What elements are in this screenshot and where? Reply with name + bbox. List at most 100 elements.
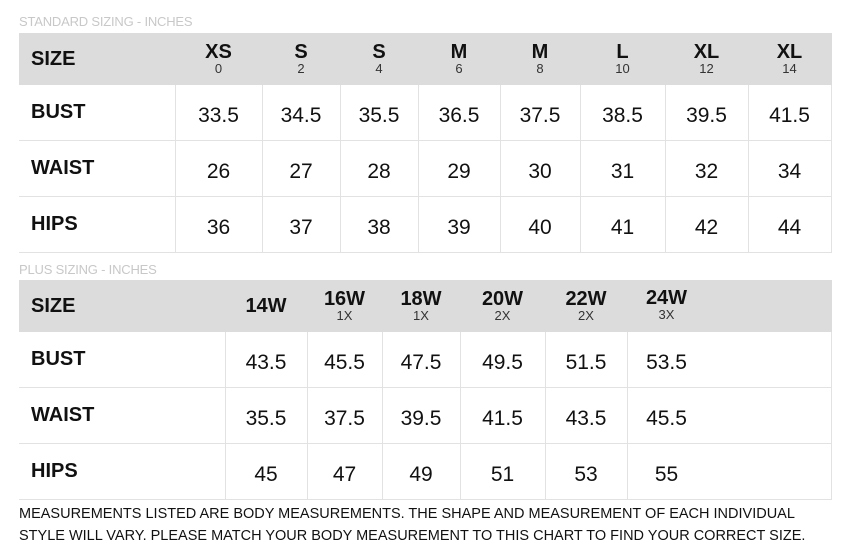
size-number: 14 <box>782 61 797 76</box>
size-number: 6 <box>455 61 463 76</box>
plus-caption: PLUS SIZING - INCHES <box>19 262 157 277</box>
measurement-value: 45 <box>254 462 278 486</box>
measurement-cell: 32 <box>664 140 749 197</box>
row-label: HIPS <box>19 443 225 500</box>
measurement-cell: 51 <box>459 443 546 500</box>
measurement-value: 36 <box>206 215 231 239</box>
plus-size-table: SIZE 14W 16W 1X 18W 1X 20W 2X 22W 2X 24W 3X BUST 43.5… <box>19 280 832 500</box>
size-number: 10 <box>615 61 630 76</box>
size-header-content: 18W 1X <box>383 289 460 323</box>
size-header-content: XS 0 <box>176 42 262 76</box>
measurement-value: 26 <box>206 159 231 183</box>
size-number: 2X <box>494 308 511 323</box>
size-header-content: XL 12 <box>666 42 748 76</box>
measurement-value: 39.5 <box>400 406 442 430</box>
size-number: 2 <box>297 61 305 76</box>
measurement-cell: 37.5 <box>306 387 383 444</box>
size-number: 4 <box>375 61 383 76</box>
measurement-value: 41.5 <box>482 406 523 430</box>
measurement-cell: 41.5 <box>459 387 546 444</box>
header-label: SIZE <box>19 33 175 85</box>
measurement-cell: 45 <box>224 443 308 500</box>
measurement-value: 41 <box>610 215 635 239</box>
header-label: SIZE <box>19 280 225 332</box>
size-header: 18W 1X <box>381 280 461 332</box>
measurement-value: 27 <box>289 159 313 183</box>
size-header: XL 14 <box>747 33 832 85</box>
measurement-cell: 36 <box>174 196 263 253</box>
measurement-value: 43.5 <box>565 406 607 430</box>
row-label: HIPS <box>19 196 175 253</box>
size-name: XL <box>776 41 803 63</box>
size-header: 14W <box>224 280 308 332</box>
size-header-content: XL 14 <box>749 42 831 76</box>
standard-size-table: SIZE XS 0 S 2 S 4 M 6 M 8 L 10 XL 12 XL 14 BUST 33.5 34.5 35… <box>19 33 832 253</box>
measurement-cell: 47 <box>306 443 383 500</box>
measurement-value: 30 <box>528 159 552 183</box>
measurement-value: 47.5 <box>400 350 442 374</box>
size-name: 20W <box>481 288 524 310</box>
measurement-value: 41.5 <box>769 103 810 127</box>
size-number: 1X <box>413 308 429 323</box>
measurement-cell: 43.5 <box>224 331 308 388</box>
measurement-value: 55 <box>654 462 679 486</box>
measurement-value: 35.5 <box>358 103 400 127</box>
size-name: 18W <box>400 288 442 310</box>
measurement-cell: 34 <box>747 140 832 197</box>
measurement-cell: 40 <box>499 196 581 253</box>
table-row: WAIST 26 27 28 29 30 31 32 34 <box>19 140 832 197</box>
measurement-value: 36.5 <box>438 103 480 127</box>
size-header-content: 24W 3X <box>628 288 706 322</box>
size-header-content: L 10 <box>581 42 665 76</box>
size-header-content: 16W 1X <box>308 289 382 323</box>
size-header: 20W 2X <box>459 280 546 332</box>
measurement-cell: 39 <box>417 196 501 253</box>
measurement-value: 49.5 <box>482 350 523 374</box>
measurement-value: 49 <box>409 462 433 486</box>
measurement-value: 45.5 <box>324 350 365 374</box>
measurement-cell: 28 <box>339 140 419 197</box>
size-header-content: 20W 2X <box>461 289 545 323</box>
size-number: 8 <box>536 61 544 76</box>
size-header-content: 22W 2X <box>546 289 627 323</box>
measurement-cell: 30 <box>499 140 581 197</box>
size-header: XS 0 <box>174 33 263 85</box>
size-name: 24W <box>645 286 688 309</box>
measurement-value: 51.5 <box>565 350 607 374</box>
measurement-cell: 38.5 <box>579 84 666 141</box>
measurement-cell: 45.5 <box>626 387 832 444</box>
measurement-cell: 53 <box>544 443 628 500</box>
measurement-cell: 47.5 <box>381 331 461 388</box>
measurement-cell: 45.5 <box>306 331 383 388</box>
measurement-value: 32 <box>694 159 719 183</box>
measurement-note: MEASUREMENTS LISTED ARE BODY MEASUREMENT… <box>19 506 806 544</box>
table-row: BUST 33.5 34.5 35.5 36.5 37.5 38.5 39.5 41.5 <box>19 84 832 141</box>
measurement-value: 43.5 <box>245 350 287 374</box>
measurement-cell: 39.5 <box>381 387 461 444</box>
measurement-cell: 35.5 <box>224 387 308 444</box>
measurement-value: 34.5 <box>280 103 322 127</box>
measurement-cell: 31 <box>579 140 666 197</box>
measurement-value: 33.5 <box>198 103 239 127</box>
measurement-cell: 36.5 <box>417 84 501 141</box>
measurement-value: 51 <box>490 462 515 486</box>
size-name: XS <box>205 41 232 63</box>
measurement-cell: 27 <box>261 140 341 197</box>
measurement-cell: 44 <box>747 196 832 253</box>
measurement-value: 37.5 <box>519 103 561 127</box>
size-name: 16W <box>323 288 366 310</box>
measurement-cell: 38 <box>339 196 419 253</box>
measurement-cell: 34.5 <box>261 84 341 141</box>
measurement-cell: 39.5 <box>664 84 749 141</box>
measurement-cell: 26 <box>174 140 263 197</box>
measurement-value: 53.5 <box>646 350 687 374</box>
measurement-value: 39 <box>447 215 471 239</box>
measurement-value: 29 <box>447 159 471 183</box>
size-name: 22W <box>565 288 607 310</box>
